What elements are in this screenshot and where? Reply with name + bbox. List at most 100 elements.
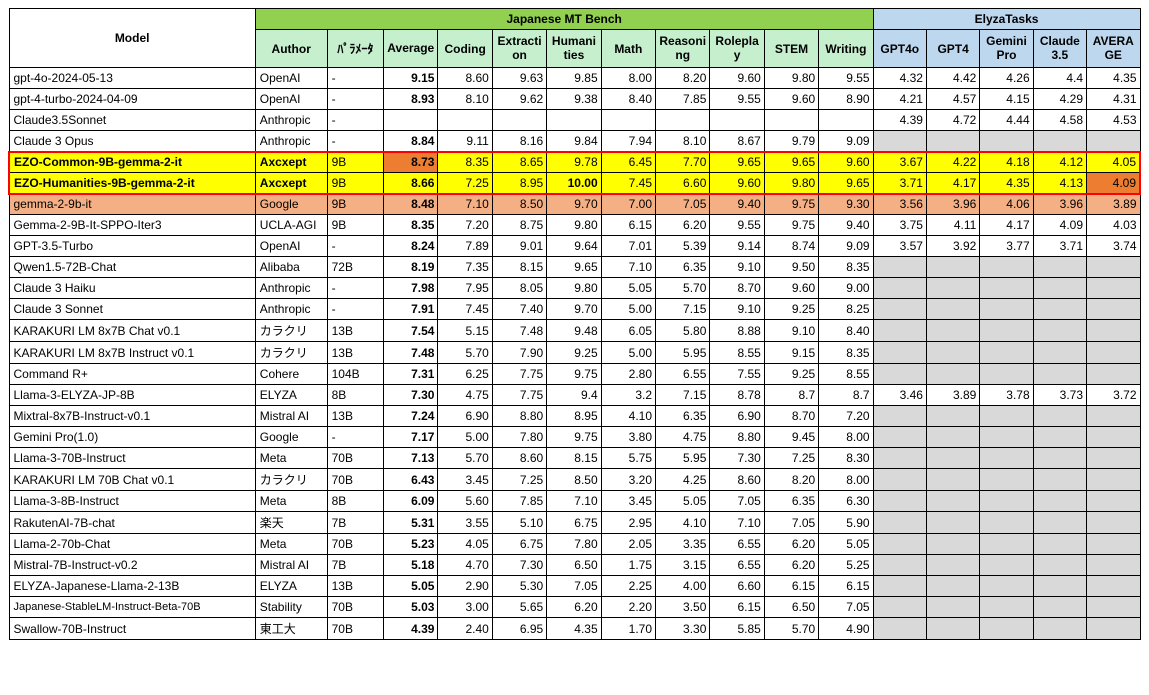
cell-humanities: 9.75 bbox=[547, 427, 601, 448]
cell-reasoning: 7.15 bbox=[656, 385, 710, 406]
cell-math: 6.05 bbox=[601, 320, 655, 342]
table-row: EZO-Common-9B-gemma-2-itAxcxept9B8.738.3… bbox=[9, 152, 1140, 173]
cell-author: Meta bbox=[255, 448, 327, 469]
cell-author: Axcxept bbox=[255, 152, 327, 173]
cell-writing: 9.55 bbox=[819, 68, 873, 89]
cell-writing: 5.90 bbox=[819, 512, 873, 534]
header-roleplay: Roleplay bbox=[710, 30, 764, 68]
cell-avg: 7.48 bbox=[384, 342, 438, 364]
cell-reasoning: 7.70 bbox=[656, 152, 710, 173]
cell-humanities: 9.70 bbox=[547, 299, 601, 320]
cell-gpt4 bbox=[926, 618, 979, 640]
cell-gpt4o bbox=[873, 448, 926, 469]
cell-writing: 6.30 bbox=[819, 491, 873, 512]
cell-param: 8B bbox=[327, 385, 383, 406]
cell-extraction: 5.65 bbox=[492, 597, 546, 618]
cell-extraction: 8.50 bbox=[492, 194, 546, 215]
cell-roleplay: 8.55 bbox=[710, 342, 764, 364]
cell-param: 7B bbox=[327, 555, 383, 576]
cell-humanities: 8.50 bbox=[547, 469, 601, 491]
table-row: Qwen1.5-72B-ChatAlibaba72B8.197.358.159.… bbox=[9, 257, 1140, 278]
cell-stem: 9.79 bbox=[764, 131, 818, 152]
table-row: Claude 3 OpusAnthropic-8.849.118.169.847… bbox=[9, 131, 1140, 152]
cell-humanities: 9.64 bbox=[547, 236, 601, 257]
cell-gemini bbox=[980, 320, 1033, 342]
cell-claude bbox=[1033, 257, 1086, 278]
cell-claude: 4.12 bbox=[1033, 152, 1086, 173]
cell-extraction: 6.75 bbox=[492, 534, 546, 555]
cell-coding: 7.95 bbox=[438, 278, 492, 299]
cell-coding: 7.25 bbox=[438, 173, 492, 194]
cell-roleplay: 7.30 bbox=[710, 448, 764, 469]
cell-humanities: 9.75 bbox=[547, 364, 601, 385]
cell-roleplay: 8.70 bbox=[710, 278, 764, 299]
header-extraction: Extraction bbox=[492, 30, 546, 68]
cell-humanities: 4.35 bbox=[547, 618, 601, 640]
cell-gemini bbox=[980, 491, 1033, 512]
cell-roleplay: 7.10 bbox=[710, 512, 764, 534]
cell-writing: 8.25 bbox=[819, 299, 873, 320]
cell-gpt4 bbox=[926, 512, 979, 534]
cell-coding: 6.25 bbox=[438, 364, 492, 385]
cell-eavg: 4.05 bbox=[1087, 152, 1140, 173]
cell-claude bbox=[1033, 491, 1086, 512]
cell-math: 3.2 bbox=[601, 385, 655, 406]
table-row: KARAKURI LM 8x7B Chat v0.1カラクリ13B7.545.1… bbox=[9, 320, 1140, 342]
cell-coding: 6.90 bbox=[438, 406, 492, 427]
cell-coding bbox=[438, 110, 492, 131]
cell-extraction: 9.01 bbox=[492, 236, 546, 257]
cell-author: OpenAI bbox=[255, 68, 327, 89]
cell-gpt4 bbox=[926, 597, 979, 618]
cell-claude bbox=[1033, 618, 1086, 640]
header-avg: Average bbox=[384, 30, 438, 68]
cell-avg: 7.17 bbox=[384, 427, 438, 448]
cell-param: 13B bbox=[327, 576, 383, 597]
cell-writing: 8.30 bbox=[819, 448, 873, 469]
cell-humanities: 9.80 bbox=[547, 278, 601, 299]
cell-param: 13B bbox=[327, 342, 383, 364]
cell-gpt4o bbox=[873, 131, 926, 152]
cell-model: Command R+ bbox=[9, 364, 255, 385]
cell-reasoning: 8.20 bbox=[656, 68, 710, 89]
cell-claude bbox=[1033, 278, 1086, 299]
cell-param: - bbox=[327, 427, 383, 448]
header-reasoning: Reasoning bbox=[656, 30, 710, 68]
header-author: Author bbox=[255, 30, 327, 68]
cell-extraction: 7.75 bbox=[492, 385, 546, 406]
cell-avg: 9.15 bbox=[384, 68, 438, 89]
table-row: ELYZA-Japanese-Llama-2-13BELYZA13B5.052.… bbox=[9, 576, 1140, 597]
cell-eavg bbox=[1087, 406, 1140, 427]
cell-humanities: 9.48 bbox=[547, 320, 601, 342]
cell-author: OpenAI bbox=[255, 236, 327, 257]
cell-roleplay: 9.65 bbox=[710, 152, 764, 173]
cell-math: 6.15 bbox=[601, 215, 655, 236]
cell-avg: 5.18 bbox=[384, 555, 438, 576]
cell-gemini: 4.35 bbox=[980, 173, 1033, 194]
cell-math: 2.80 bbox=[601, 364, 655, 385]
cell-gemini bbox=[980, 618, 1033, 640]
cell-model: Llama-2-70b-Chat bbox=[9, 534, 255, 555]
cell-eavg bbox=[1087, 342, 1140, 364]
header-elyza-avg: AVERAGE bbox=[1087, 30, 1140, 68]
cell-coding: 8.60 bbox=[438, 68, 492, 89]
cell-math: 1.75 bbox=[601, 555, 655, 576]
cell-avg: 7.30 bbox=[384, 385, 438, 406]
cell-humanities: 9.4 bbox=[547, 385, 601, 406]
cell-claude: 4.09 bbox=[1033, 215, 1086, 236]
cell-extraction: 5.30 bbox=[492, 576, 546, 597]
table-row: Llama-3-70B-InstructMeta70B7.135.708.608… bbox=[9, 448, 1140, 469]
cell-reasoning: 4.25 bbox=[656, 469, 710, 491]
cell-coding: 2.40 bbox=[438, 618, 492, 640]
cell-reasoning: 7.05 bbox=[656, 194, 710, 215]
cell-author: Stability bbox=[255, 597, 327, 618]
cell-avg: 8.19 bbox=[384, 257, 438, 278]
cell-extraction: 7.85 bbox=[492, 491, 546, 512]
cell-roleplay: 9.55 bbox=[710, 89, 764, 110]
cell-avg: 8.93 bbox=[384, 89, 438, 110]
cell-claude bbox=[1033, 320, 1086, 342]
cell-math: 7.10 bbox=[601, 257, 655, 278]
cell-reasoning: 3.15 bbox=[656, 555, 710, 576]
cell-author: Google bbox=[255, 427, 327, 448]
header-gpt4: GPT4 bbox=[926, 30, 979, 68]
cell-roleplay: 9.55 bbox=[710, 215, 764, 236]
